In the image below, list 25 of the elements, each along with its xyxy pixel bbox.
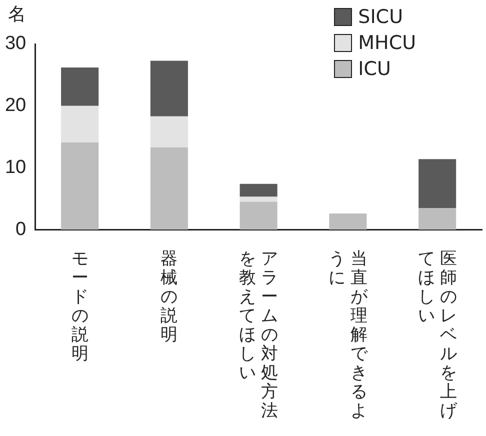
bar <box>418 159 456 208</box>
y-axis-title: 名 <box>8 3 26 26</box>
category-label: アラームの対処方法を教えてほしい <box>239 249 278 421</box>
y-tick-label: 0 <box>16 218 26 240</box>
bar <box>418 208 456 230</box>
bar <box>150 116 188 148</box>
category-label: 当直が理解できるように <box>328 249 368 421</box>
bar <box>329 214 367 230</box>
y-tick-label: 30 <box>4 33 26 54</box>
bar <box>150 147 188 230</box>
bar <box>61 142 99 230</box>
legend-label: MHCU <box>358 31 416 56</box>
bar <box>240 202 278 230</box>
x-tick-label: モードの説明 <box>70 249 89 366</box>
bar <box>61 68 99 106</box>
y-tick-label: 20 <box>4 95 26 116</box>
legend-label: ICU <box>358 57 391 82</box>
legend-label: SICU <box>358 5 403 30</box>
bar <box>150 60 188 116</box>
category-label: 医師のレベルを上げてほしい <box>418 249 457 421</box>
y-tick-label: 10 <box>4 156 26 178</box>
x-tick-label: 器械の説明 <box>160 249 178 347</box>
bar <box>240 196 278 202</box>
bar <box>61 106 99 142</box>
bar <box>240 184 278 197</box>
